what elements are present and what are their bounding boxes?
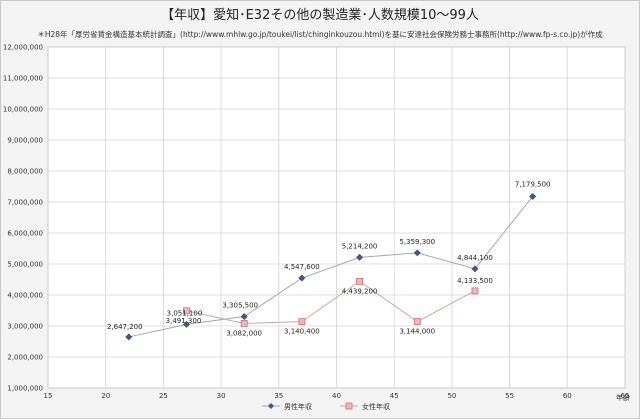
data-label: 4,439,200: [342, 287, 378, 295]
x-axis-label: 年齢: [616, 393, 630, 402]
data-label: 3,051,100: [167, 309, 203, 317]
y-tick-label: 11,000,000: [3, 75, 43, 83]
y-tick-label: 10,000,000: [3, 106, 43, 114]
series-group: [125, 192, 537, 341]
data-label: 3,305,500: [222, 302, 258, 310]
data-label: 3,082,000: [226, 329, 262, 337]
data-label: 3,140,400: [284, 328, 320, 336]
data-label: 5,359,300: [399, 238, 435, 246]
data-label: 4,844,100: [457, 254, 493, 262]
x-tick-label: 45: [390, 392, 399, 400]
male-data-point: [356, 253, 364, 261]
y-tick-label: 3,000,000: [7, 323, 43, 331]
y-axis-ticks: 1,000,000 2,000,000 3,000,000 4,000,000 5,00…: [3, 44, 43, 393]
male-data-point: [125, 333, 133, 341]
legend-label: 女性年収: [362, 402, 390, 411]
male-data-point: [471, 265, 479, 273]
data-label: 3,144,000: [399, 328, 435, 336]
female-data-point: [471, 287, 479, 295]
chart-subtitle: ＊H28年「厚労省賃金構造基本統計調査」(http://www.mhlw.go.…: [37, 30, 603, 39]
y-tick-label: 4,000,000: [7, 292, 43, 300]
legend: 男性年収 女性年収: [262, 402, 390, 411]
data-label: 2,647,200: [107, 323, 143, 331]
x-tick-label: 20: [101, 392, 110, 400]
x-tick-label: 30: [217, 392, 226, 400]
y-tick-label: 9,000,000: [7, 137, 43, 145]
x-tick-label: 35: [274, 392, 283, 400]
chart-title: 【年収】愛知･E32その他の製造業･人数規模10～99人: [161, 8, 479, 23]
y-tick-label: 12,000,000: [3, 44, 43, 52]
y-tick-label: 8,000,000: [7, 168, 43, 176]
x-tick-label: 55: [505, 392, 514, 400]
data-label: 7,179,500: [515, 180, 551, 188]
female-data-point: [183, 307, 190, 315]
male-data-point: [413, 249, 421, 257]
x-tick-label: 65: [621, 392, 630, 400]
x-tick-label: 15: [44, 392, 53, 400]
x-axis-ticks: 15 20 25 30 35 40 45 50 55 60 65: [44, 392, 630, 400]
y-tick-label: 6,000,000: [7, 230, 43, 238]
y-tick-label: 7,000,000: [7, 199, 43, 207]
legend-label: 男性年収: [284, 402, 312, 411]
female-data-point: [413, 318, 421, 325]
female-data-point: [298, 318, 306, 326]
series-line-female: [186, 280, 476, 324]
x-tick-label: 40: [332, 392, 341, 400]
x-tick-label: 60: [563, 392, 572, 400]
data-labels: 2,647,200 3,051,100 3,305,500 4,547,600 5,21…: [107, 180, 551, 337]
data-label: 5,214,200: [342, 242, 378, 250]
data-label: 4,547,600: [284, 263, 320, 271]
female-data-point: [240, 320, 248, 327]
y-tick-label: 1,000,000: [7, 385, 43, 393]
legend-marker-female: [345, 402, 353, 410]
data-label: 4,133,500: [457, 277, 493, 285]
male-data-point: [182, 320, 191, 328]
female-data-point: [356, 277, 363, 285]
male-data-point: [240, 312, 248, 321]
x-tick-label: 25: [159, 392, 168, 400]
series-line-male: [128, 196, 534, 338]
male-data-point: [529, 192, 537, 200]
y-tick-label: 5,000,000: [7, 261, 43, 269]
male-data-point: [298, 274, 306, 282]
x-tick-label: 50: [447, 392, 456, 400]
data-label: 3,491,300: [166, 317, 202, 325]
legend-marker-male: [268, 403, 274, 409]
y-tick-label: 2,000,000: [7, 354, 43, 362]
